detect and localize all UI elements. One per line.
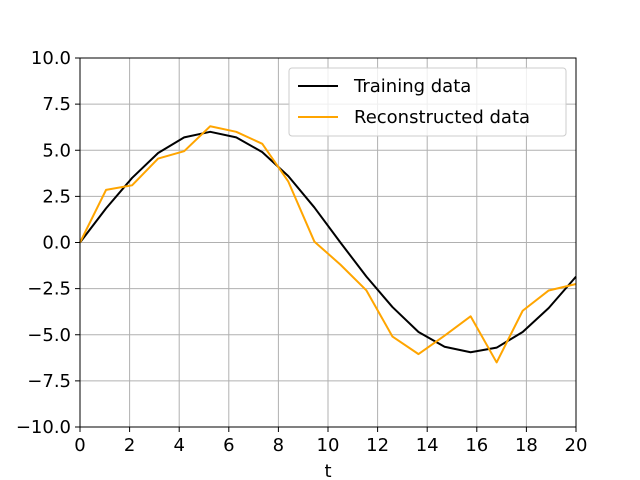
y-tick-label: −2.5 [27,279,71,300]
legend-box [288,67,567,137]
y-tick-label: −7.5 [27,371,71,392]
x-tick-label: 8 [273,435,284,456]
y-tick-label: −10.0 [16,417,71,438]
x-tick-label: 18 [515,435,538,456]
x-axis-ticks: 0 2 4 6 8 10 12 14 16 18 20 [74,427,587,456]
y-axis-ticks: −10.0 −7.5 −5.0 −2.5 0.0 2.5 5.0 7.5 10.0 [16,48,80,438]
x-tick-label: 4 [173,435,184,456]
x-tick-label: 0 [74,435,85,456]
x-tick-label: 14 [416,435,439,456]
x-tick-label: 2 [124,435,135,456]
y-tick-label: −5.0 [27,325,71,346]
legend-label-training: Training data [353,76,471,97]
legend-label-reconstructed: Reconstructed data [354,107,530,128]
legend: Training data Reconstructed data [288,67,567,137]
series-line-training [79,130,577,354]
series-lines [79,125,577,364]
y-tick-label: 5.0 [42,140,71,161]
x-tick-label: 6 [223,435,234,456]
x-tick-label: 10 [317,435,340,456]
y-tick-label: 7.5 [42,94,71,115]
x-tick-label: 16 [465,435,488,456]
x-tick-label: 12 [366,435,389,456]
y-tick-label: 2.5 [42,186,71,207]
x-tick-label: 20 [565,435,588,456]
y-tick-label: 0.0 [42,233,71,254]
x-axis-label: t [324,461,331,480]
series-line-reconstructed [79,125,577,364]
y-tick-label: 10.0 [31,48,71,69]
